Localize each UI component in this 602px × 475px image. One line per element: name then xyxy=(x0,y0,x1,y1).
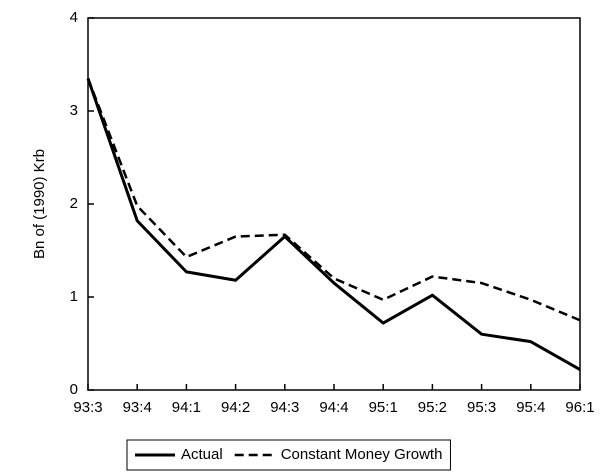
x-tick-label: 93:4 xyxy=(123,399,152,416)
x-tick-label: 95:2 xyxy=(418,399,447,416)
x-tick-label: 95:4 xyxy=(516,399,545,416)
legend-box xyxy=(126,439,451,471)
y-tick-label: 0 xyxy=(70,381,78,398)
series-line xyxy=(86,77,581,322)
x-tick-label: 95:3 xyxy=(467,399,496,416)
x-tick-label: 94:4 xyxy=(319,399,348,416)
x-tick-label: 95:1 xyxy=(369,399,398,416)
x-tick-label: 96:1 xyxy=(565,399,594,416)
x-tick-label: 93:3 xyxy=(73,399,102,416)
x-tick-label: 94:2 xyxy=(221,399,250,416)
x-tick-label: 94:3 xyxy=(270,399,299,416)
plot-frame xyxy=(87,17,581,391)
y-tick-label: 4 xyxy=(70,9,78,26)
y-tick-label: 2 xyxy=(70,195,78,212)
x-tick-label: 94:1 xyxy=(172,399,201,416)
legend-label: Constant Money Growth xyxy=(281,446,443,463)
y-tick-label: 3 xyxy=(70,102,78,119)
series-line xyxy=(86,77,581,371)
y-axis-label: Bn of (1990) Krb xyxy=(31,149,48,259)
y-tick-label: 1 xyxy=(70,288,78,305)
legend-label: Actual xyxy=(181,446,223,463)
